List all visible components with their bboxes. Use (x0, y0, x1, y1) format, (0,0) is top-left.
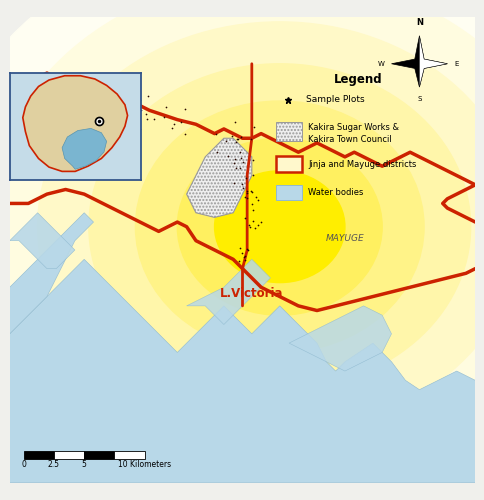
Point (248, 171, 256, 179)
Text: N: N (415, 18, 422, 26)
Point (231, 138, 239, 145)
Text: Kakira Town Council: Kakira Town Council (308, 134, 391, 143)
Point (243, 246, 251, 254)
Point (111, 110, 119, 118)
Ellipse shape (89, 64, 469, 390)
Point (239, 184, 246, 192)
Point (236, 244, 244, 252)
Text: JINJA: JINJA (92, 168, 113, 177)
Polygon shape (10, 213, 75, 268)
Point (240, 256, 248, 264)
Point (136, 106, 144, 114)
Point (247, 200, 255, 208)
Point (181, 130, 188, 138)
Point (222, 137, 229, 145)
Point (251, 224, 258, 232)
FancyBboxPatch shape (275, 122, 302, 141)
Point (168, 124, 176, 132)
Point (242, 174, 249, 182)
Polygon shape (10, 213, 93, 334)
Text: 10 Kilometers: 10 Kilometers (118, 460, 171, 468)
Point (247, 188, 255, 196)
Text: W: W (377, 61, 384, 67)
Point (231, 118, 239, 126)
Text: 2.5: 2.5 (48, 460, 60, 468)
Text: Sample Plots: Sample Plots (305, 95, 364, 104)
Point (235, 148, 243, 156)
FancyBboxPatch shape (54, 451, 84, 458)
Point (231, 156, 239, 164)
Point (213, 148, 221, 156)
Text: Water bodies: Water bodies (308, 188, 363, 197)
Text: 0: 0 (21, 460, 26, 468)
Point (177, 118, 184, 126)
Point (129, 124, 137, 132)
Polygon shape (391, 36, 446, 87)
Point (246, 222, 254, 230)
Point (230, 178, 238, 186)
Ellipse shape (214, 171, 344, 282)
Ellipse shape (135, 101, 423, 352)
Point (150, 114, 158, 122)
FancyBboxPatch shape (84, 451, 114, 458)
Point (136, 125, 144, 133)
Polygon shape (186, 260, 270, 324)
Point (136, 96, 144, 104)
Point (143, 114, 151, 122)
Point (227, 132, 235, 140)
Point (248, 217, 256, 225)
Point (241, 192, 248, 200)
Point (242, 189, 250, 197)
Point (238, 249, 245, 257)
Text: 5: 5 (82, 460, 87, 468)
Point (257, 218, 265, 226)
Polygon shape (62, 128, 106, 169)
Text: Jinja and Mayuge districts: Jinja and Mayuge districts (308, 160, 416, 168)
Text: Kakira Sugar Works &: Kakira Sugar Works & (308, 124, 398, 132)
Point (127, 112, 135, 120)
Point (162, 104, 169, 112)
Ellipse shape (177, 138, 381, 315)
Ellipse shape (0, 0, 484, 478)
Point (132, 132, 140, 140)
Point (254, 196, 261, 204)
Point (237, 134, 244, 141)
Point (240, 254, 247, 262)
Text: E: E (454, 61, 458, 67)
Polygon shape (23, 76, 127, 172)
Point (238, 180, 246, 188)
Point (242, 245, 250, 253)
Text: Legend: Legend (333, 73, 382, 86)
Text: S: S (416, 96, 421, 102)
Point (142, 110, 150, 118)
Point (224, 152, 232, 160)
Point (170, 120, 178, 128)
Point (236, 164, 244, 172)
Point (234, 136, 242, 143)
Point (247, 188, 255, 196)
Point (249, 156, 257, 164)
Point (230, 159, 238, 167)
Polygon shape (288, 306, 391, 371)
Polygon shape (186, 138, 251, 218)
Point (144, 92, 152, 100)
FancyBboxPatch shape (114, 451, 144, 458)
Point (247, 135, 255, 143)
Polygon shape (419, 36, 446, 87)
Point (245, 221, 253, 229)
FancyBboxPatch shape (24, 451, 54, 458)
Point (232, 135, 240, 143)
Point (249, 206, 257, 214)
Point (242, 186, 250, 194)
Point (239, 158, 247, 166)
Point (159, 113, 167, 121)
Point (212, 130, 220, 138)
Point (250, 123, 257, 131)
Point (235, 257, 242, 265)
FancyBboxPatch shape (275, 184, 302, 200)
Text: MAYUGE: MAYUGE (325, 234, 363, 242)
Point (125, 108, 133, 116)
Point (253, 221, 261, 229)
Point (181, 106, 188, 114)
